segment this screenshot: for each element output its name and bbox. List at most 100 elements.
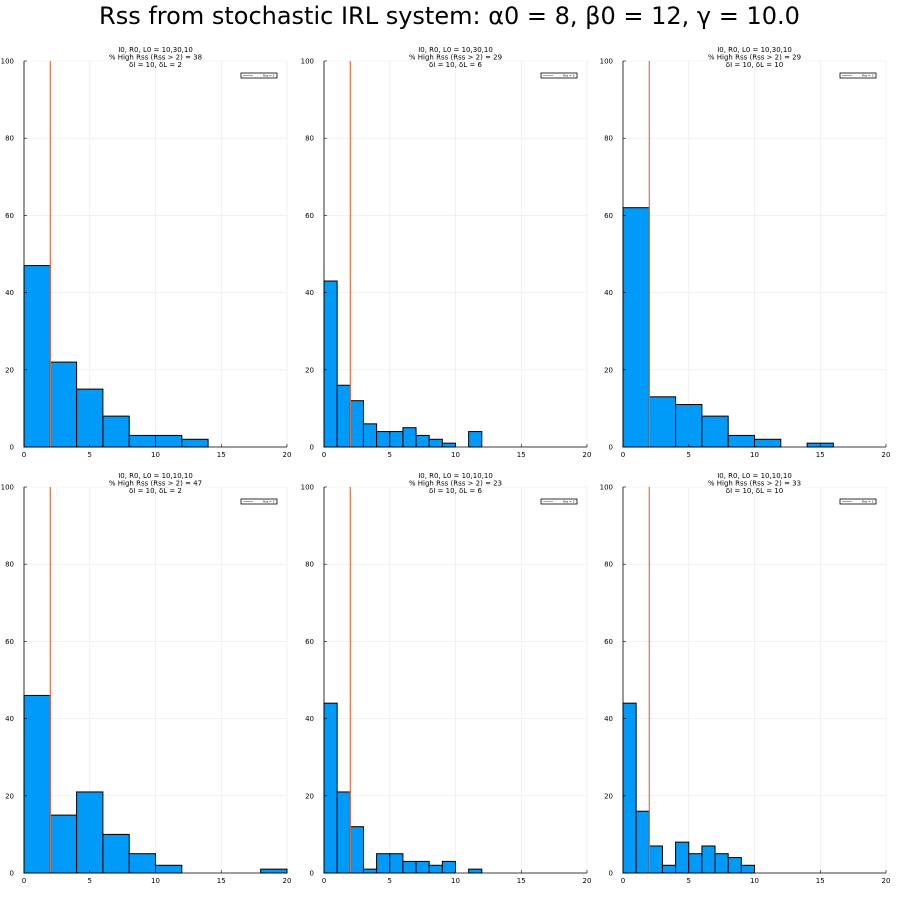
panel-title-line-2: % High Rss (Rss > 2) = 23 [409, 480, 502, 488]
y-tick-label: 60 [5, 212, 14, 220]
histogram-bar [323, 280, 338, 448]
x-tick-label: 5 [88, 451, 92, 459]
histogram-bar [181, 438, 209, 448]
x-tick-label: 15 [517, 877, 526, 885]
panel-title-line-3: δI = 10, δL = 6 [429, 61, 483, 69]
x-tick-label: 0 [22, 877, 26, 885]
y-tick-label: 100 [1, 484, 14, 492]
histogram-bar [727, 857, 742, 874]
y-tick-label: 60 [604, 212, 613, 220]
y-tick-label: 60 [305, 212, 314, 220]
panel-title-line-1: I0, R0, L0 = 10,10,10 [717, 472, 792, 480]
histogram-bar [323, 702, 338, 874]
y-tick-label: 20 [604, 366, 613, 374]
histogram-bar [349, 826, 364, 874]
histogram-bar [675, 404, 703, 448]
x-tick-label: 20 [882, 877, 891, 885]
y-tick-label: 0 [310, 444, 314, 452]
histogram-bar [155, 434, 183, 448]
histogram-bar [740, 864, 755, 874]
y-tick-label: 20 [5, 792, 14, 800]
histogram-bar [661, 864, 677, 874]
histogram-bar [260, 868, 288, 874]
panel-title-line-2: % High Rss (Rss > 2) = 47 [109, 480, 202, 488]
histogram-bar [415, 434, 430, 448]
y-tick-label: 20 [5, 366, 14, 374]
y-tick-label: 100 [600, 484, 613, 492]
histogram-panel-3: 0 5 10 15 20 0 20 40 60 80 100 I0, R0, L0 = 10,30,1… [600, 46, 891, 459]
panel-title-line-2: % High Rss (Rss > 2) = 33 [708, 480, 801, 488]
legend-label: Rss = 2 [862, 74, 874, 78]
y-tick-label: 20 [604, 792, 613, 800]
histogram-bar [376, 853, 391, 874]
y-tick-label: 0 [609, 870, 613, 878]
histogram-bar [23, 694, 51, 874]
x-tick-label: 0 [322, 451, 326, 459]
panel-title-line-3: δI = 10, δL = 10 [726, 487, 783, 495]
x-tick-label: 20 [583, 877, 592, 885]
histogram-bar [727, 434, 756, 448]
panel-title-line-1: I0, R0, L0 = 10,10,10 [118, 472, 193, 480]
histogram-bar [754, 438, 782, 448]
histogram-panel-6: 0 5 10 15 20 0 20 40 60 80 100 I0, R0, L0 = 10,10,1… [600, 472, 891, 885]
x-tick-label: 5 [687, 877, 691, 885]
histogram-bar [155, 864, 183, 874]
histogram-bar [714, 853, 729, 874]
panel-title-line-2: % High Rss (Rss > 2) = 38 [109, 54, 202, 62]
panel-title-line-2: % High Rss (Rss > 2) = 29 [409, 54, 502, 62]
x-tick-label: 0 [621, 877, 625, 885]
histogram-bar [49, 814, 78, 874]
y-tick-label: 40 [305, 289, 314, 297]
panel-title-line-3: δI = 10, δL = 10 [726, 61, 783, 69]
x-tick-label: 10 [151, 877, 160, 885]
histogram-bar [428, 438, 443, 448]
panel-title-line-2: % High Rss (Rss > 2) = 29 [708, 54, 801, 62]
histogram-bar [701, 845, 716, 874]
histogram-bar [336, 791, 351, 874]
y-tick-label: 40 [5, 289, 14, 297]
legend-box [540, 498, 578, 505]
x-tick-label: 15 [217, 451, 226, 459]
y-tick-label: 20 [305, 792, 314, 800]
panel-title-line-1: I0, R0, L0 = 10,30,10 [717, 46, 792, 54]
x-tick-label: 15 [816, 451, 825, 459]
x-tick-label: 20 [882, 451, 891, 459]
panel-title-line-3: δI = 10, δL = 6 [429, 487, 483, 495]
histogram-panel-4: 0 5 10 15 20 0 20 40 60 80 100 I0, R0, L0 = 10,10,1… [1, 472, 292, 885]
y-tick-label: 0 [310, 870, 314, 878]
y-tick-label: 60 [305, 638, 314, 646]
legend-box [240, 72, 278, 79]
x-tick-label: 20 [283, 877, 292, 885]
histogram-bar [389, 853, 404, 874]
x-tick-label: 0 [22, 451, 26, 459]
histogram-bar [648, 396, 677, 448]
y-tick-label: 60 [5, 638, 14, 646]
x-tick-label: 15 [816, 877, 825, 885]
figure-title: Rss from stochastic IRL system: α0 = 8, … [99, 2, 800, 30]
y-tick-label: 20 [305, 366, 314, 374]
y-tick-label: 60 [604, 638, 613, 646]
histogram-bar [76, 388, 104, 448]
y-tick-label: 80 [5, 135, 14, 143]
y-tick-label: 100 [301, 58, 314, 66]
histogram-bar [688, 853, 703, 874]
x-tick-label: 10 [451, 877, 460, 885]
y-tick-label: 0 [10, 444, 14, 452]
y-tick-label: 40 [604, 289, 613, 297]
y-tick-label: 100 [301, 484, 314, 492]
histogram-bar [128, 853, 156, 874]
legend-label: Rss = 2 [263, 74, 275, 78]
histogram-bar [622, 702, 637, 874]
y-tick-label: 100 [600, 58, 613, 66]
histogram-bar [675, 841, 690, 874]
histogram-bar [402, 860, 417, 874]
histogram-panel-2: 0 5 10 15 20 0 20 40 60 80 100 I0, R0, L0 = 10,30,1… [301, 46, 592, 459]
histogram-bar [23, 265, 51, 448]
panel-title-line-1: I0, R0, L0 = 10,30,10 [418, 46, 493, 54]
legend-label: Rss = 2 [563, 500, 575, 504]
legend-box [240, 498, 278, 505]
histogram-bar [102, 415, 130, 448]
y-tick-label: 40 [5, 715, 14, 723]
x-tick-label: 10 [750, 877, 759, 885]
histogram-bar [362, 423, 378, 448]
